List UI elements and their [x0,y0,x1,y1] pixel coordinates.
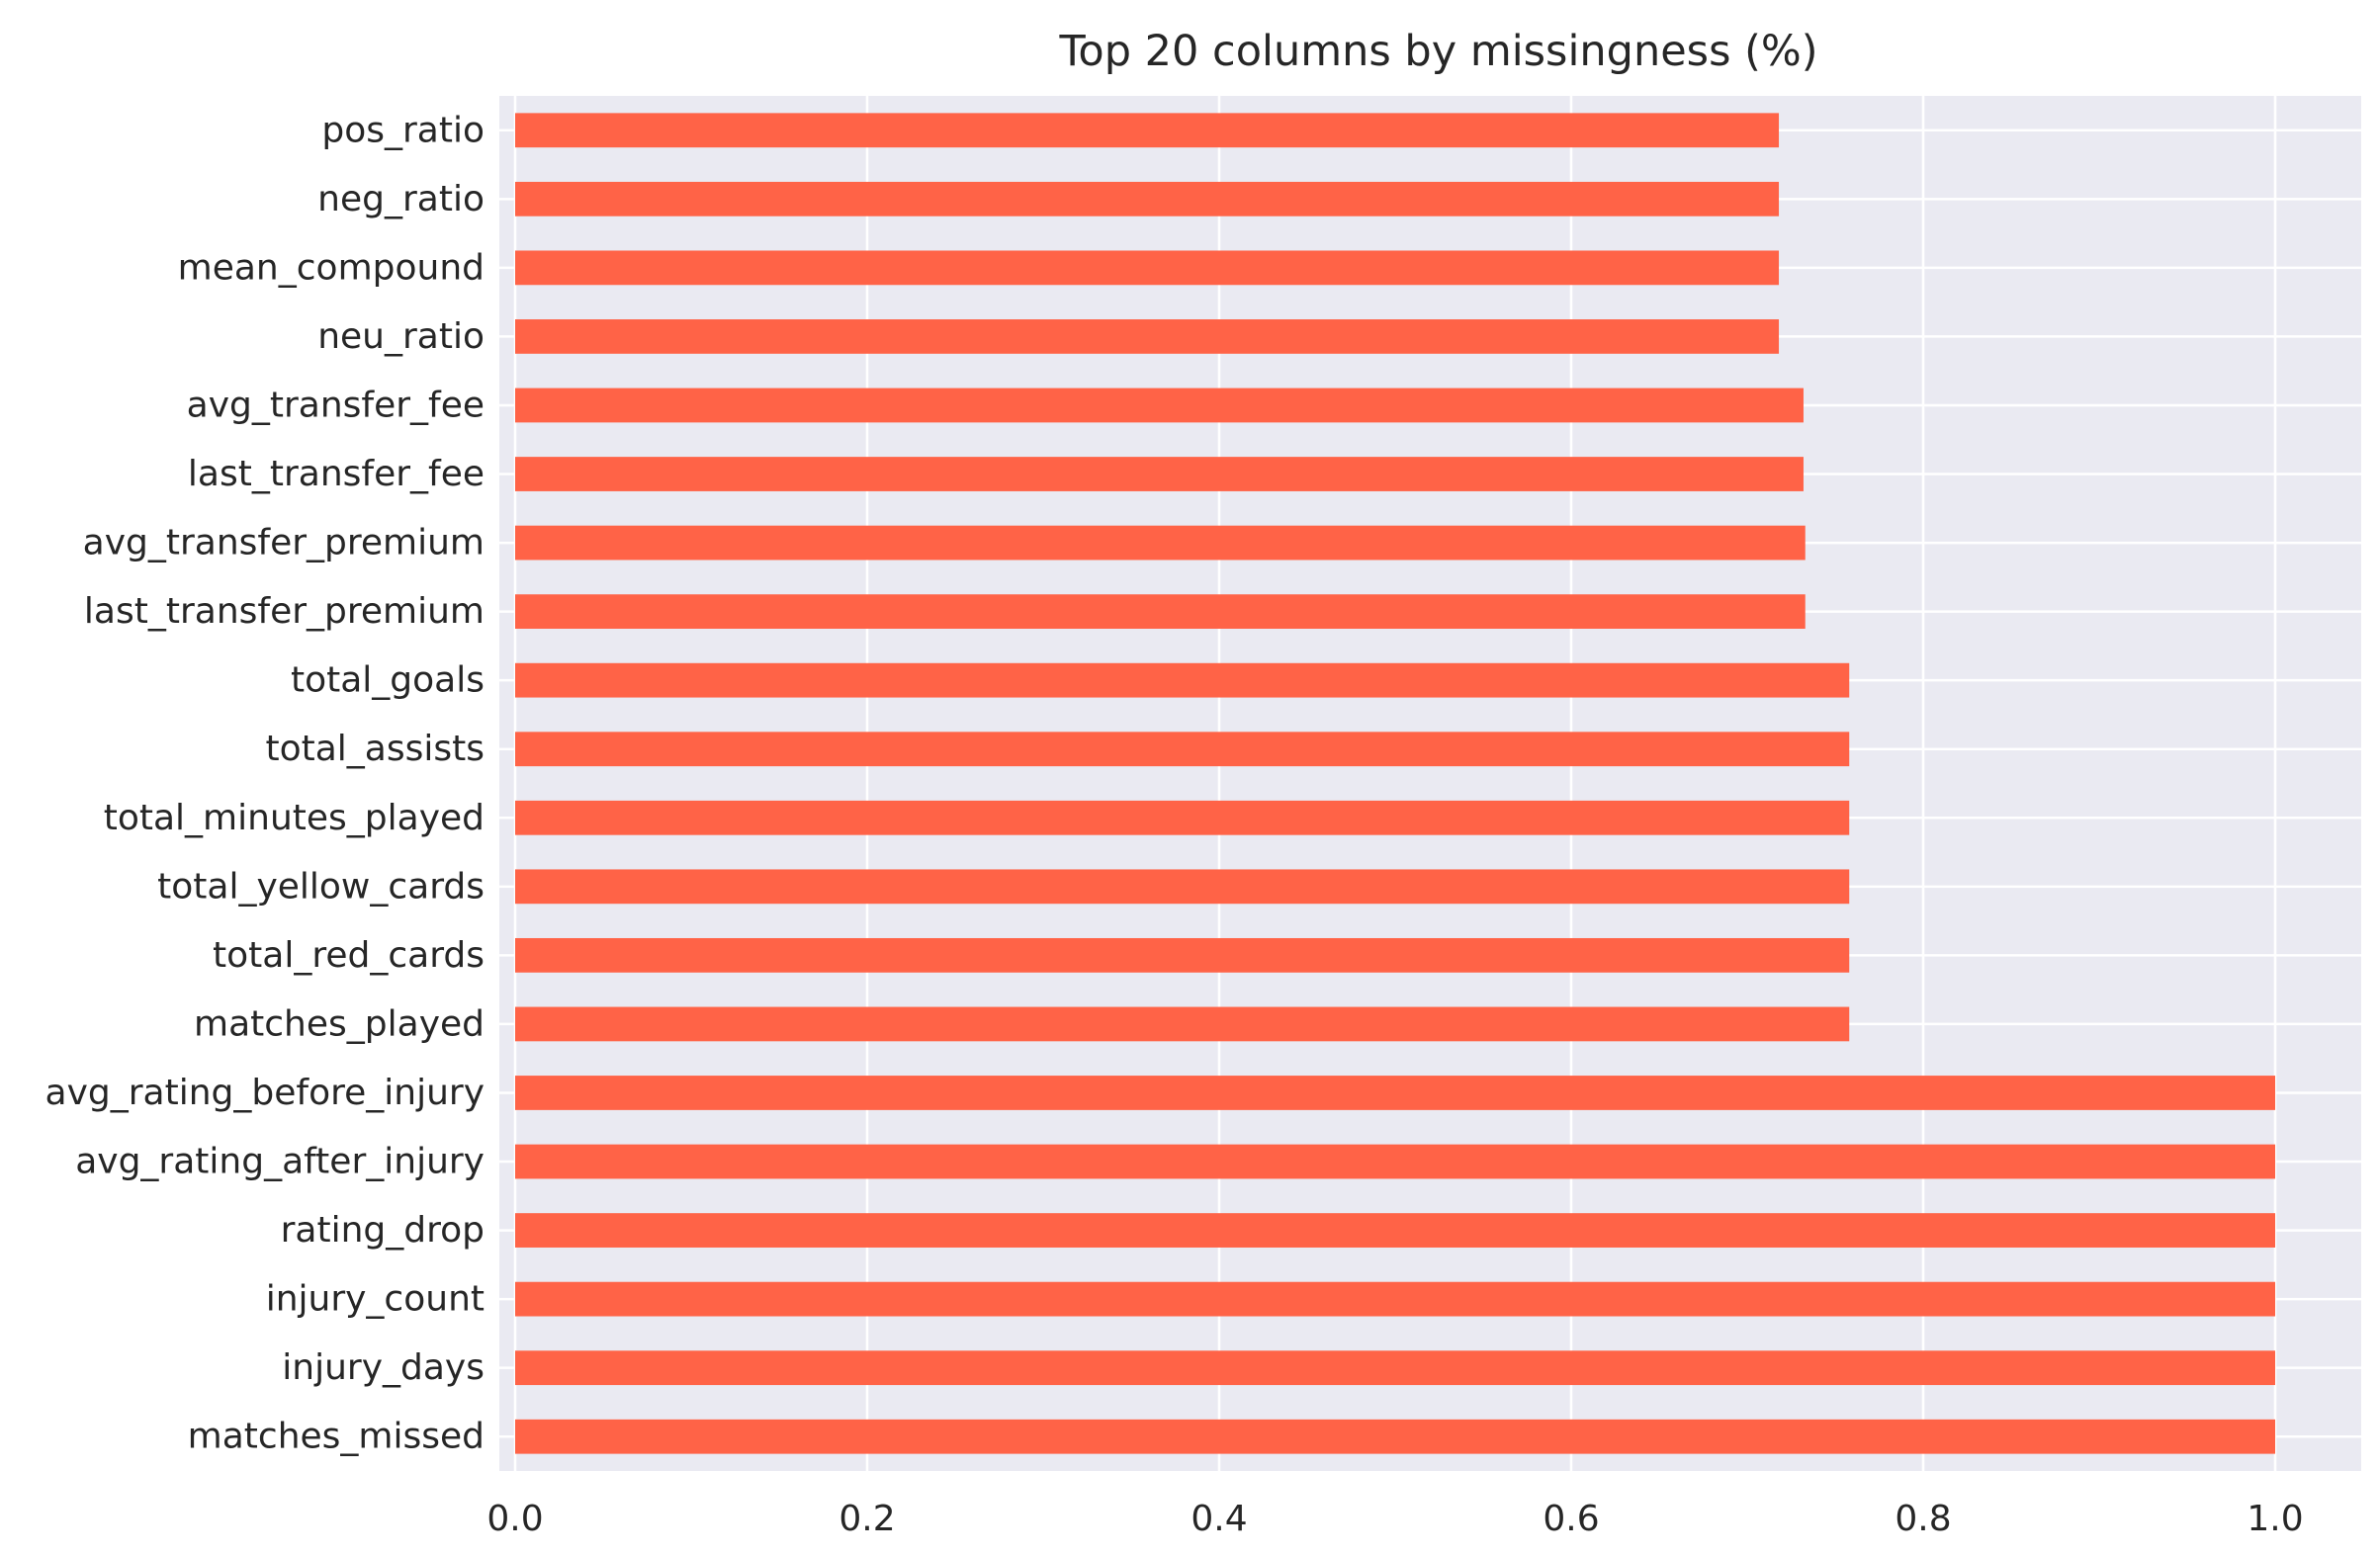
y-tick-label: total_red_cards [213,935,485,976]
bar-avg_rating_before_injury [515,1076,2275,1110]
chart-title: Top 20 columns by missingness (%) [1058,27,1817,76]
bar-neu_ratio [515,319,1780,354]
bar-injury_count [515,1281,2275,1317]
bar-total_minutes_played [515,800,1850,835]
bar-total_goals [515,662,1850,698]
y-tick-label: rating_drop [281,1210,485,1251]
x-tick-label: 0.6 [1543,1499,1599,1539]
bar-last_transfer_fee [515,457,1804,491]
y-tick-label: mean_compound [178,247,485,288]
x-tick-label: 0.8 [1895,1499,1951,1539]
bar-mean_compound [515,250,1780,286]
plot-background [499,96,2361,1471]
y-tick-label: avg_transfer_premium [83,523,485,563]
bar-avg_rating_after_injury [515,1144,2275,1179]
bar-rating_drop [515,1213,2275,1248]
x-tick-label: 1.0 [2247,1499,2303,1539]
y-tick-label: total_goals [291,660,485,701]
y-tick-label: matches_played [194,1003,485,1044]
y-tick-label: last_transfer_premium [84,591,485,632]
y-tick-label: avg_rating_before_injury [45,1073,485,1113]
bar-avg_transfer_premium [515,525,1806,561]
bar-pos_ratio [515,113,1780,148]
bar-matches_played [515,1006,1850,1042]
y-tick-label: total_assists [265,729,485,769]
bar-neg_ratio [515,181,1780,216]
bar-injury_days [515,1350,2275,1386]
y-tick-label: last_transfer_fee [188,454,485,494]
y-tick-label: avg_transfer_fee [187,385,485,425]
y-tick-label: avg_rating_after_injury [75,1142,485,1182]
y-tick-labels: pos_ratio neg_ratio mean_compound neu_ratio… [45,110,485,1456]
x-tick-labels: 0.0 0.2 0.4 0.6 0.8 1.0 [486,1499,2303,1539]
bar-total_red_cards [515,937,1850,973]
bar-avg_transfer_fee [515,388,1804,423]
y-tick-label: injury_count [266,1279,485,1320]
bars [515,113,2275,1454]
y-tick-label: total_minutes_played [104,798,485,838]
y-tick-label: neg_ratio [317,179,485,219]
x-tick-label: 0.2 [838,1499,895,1539]
bar-last_transfer_premium [515,594,1806,630]
y-tick-label: total_yellow_cards [157,866,485,907]
bar-total_yellow_cards [515,869,1850,905]
y-tick-label: injury_days [282,1347,485,1388]
x-tick-label: 0.0 [486,1499,543,1539]
x-tick-label: 0.4 [1190,1499,1247,1539]
bar-matches_missed [515,1419,2275,1454]
y-tick-label: pos_ratio [321,110,485,150]
bar-total_assists [515,732,1850,767]
y-tick-label: matches_missed [188,1417,485,1457]
y-tick-label: neu_ratio [317,316,485,357]
